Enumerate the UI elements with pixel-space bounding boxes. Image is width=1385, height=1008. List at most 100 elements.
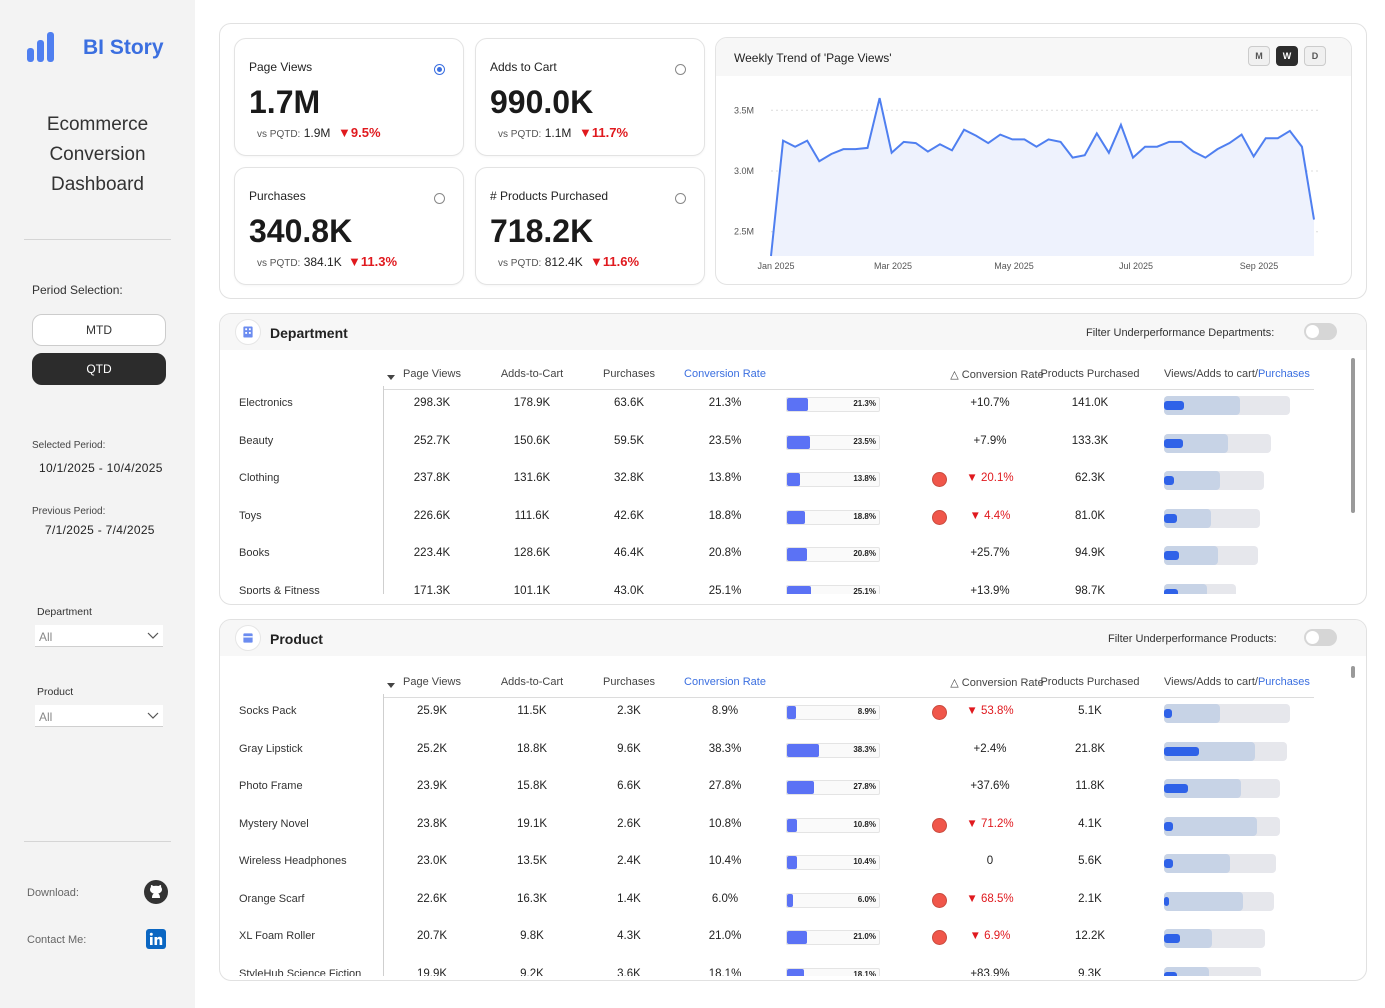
cell-page-views: 20.7K	[416, 930, 448, 942]
github-icon[interactable]	[144, 880, 168, 904]
vertical-scrollbar[interactable]	[1351, 358, 1355, 513]
col-purchases[interactable]: Purchases	[603, 368, 655, 380]
product-rows: Socks Pack 25.9K 11.5K 2.3K 8.9% 8.9% ▼ 53.8% 5…	[220, 694, 1366, 976]
granularity-week-button[interactable]: W	[1276, 46, 1298, 66]
sidebar: BI Story Ecommerce Conversion Dashboard …	[0, 0, 195, 1008]
table-row[interactable]: StyleHub Science Fiction 19.9K 9.2K 3.6K 18.…	[220, 957, 1366, 976]
alert-dot-icon	[932, 472, 947, 487]
col-products-purchased[interactable]: Products Purchased	[1040, 676, 1140, 688]
kpi-card-products-purchased[interactable]: # Products Purchased 718.2K vs PQTD: 812…	[475, 167, 705, 285]
cell-adds-to-cart: 131.6K	[513, 472, 551, 484]
table-row[interactable]: Wireless Headphones 23.0K 13.5K 2.4K 10.4% 10…	[220, 844, 1366, 881]
col-views-adds-label: Views/Adds to cart/	[1164, 676, 1258, 688]
table-row[interactable]: Socks Pack 25.9K 11.5K 2.3K 8.9% 8.9% ▼ 53.8% 5…	[220, 694, 1366, 731]
col-views-adds-purchases[interactable]: Views/Adds to cart/Purchases	[1164, 676, 1310, 688]
conversion-rate-bar: 20.8%	[786, 547, 880, 562]
col-page-views[interactable]: Page Views	[403, 676, 461, 688]
kpi-radio[interactable]	[675, 64, 686, 75]
row-name: Photo Frame	[239, 780, 303, 792]
col-purchases-label: Purchases	[1257, 676, 1310, 688]
sort-desc-icon[interactable]	[387, 683, 395, 688]
table-row[interactable]: Toys 226.6K 111.6K 42.6K 18.8% 18.8% ▼ 4.4% 81.…	[220, 499, 1366, 536]
views-adds-purchases-bar	[1164, 966, 1261, 976]
views-adds-purchases-bar	[1164, 891, 1274, 911]
cell-purchases: 42.6K	[613, 509, 645, 522]
linkedin-icon[interactable]	[146, 929, 166, 949]
col-adds-to-cart[interactable]: Adds-to-Cart	[500, 676, 564, 688]
conversion-rate-bar-label: 38.3%	[853, 744, 876, 754]
sort-desc-icon[interactable]	[387, 375, 395, 380]
col-views-adds-purchases[interactable]: Views/Adds to cart/Purchases	[1164, 368, 1310, 380]
cell-page-views: 25.2K	[416, 742, 448, 755]
divider	[24, 239, 171, 240]
conversion-rate-bar-fill	[787, 548, 808, 561]
kpi-card-page-views[interactable]: Page Views 1.7M vs PQTD: 1.9M ▼9.5%	[234, 38, 464, 156]
col-delta-conversion-rate[interactable]: △ Conversion Rate	[950, 369, 1044, 381]
kpi-card-purchases[interactable]: Purchases 340.8K vs PQTD: 384.1K ▼11.3%	[234, 167, 464, 285]
table-row[interactable]: Orange Scarf 22.6K 16.3K 1.4K 6.0% 6.0% ▼ 68.5…	[220, 882, 1366, 919]
col-delta-conversion-rate[interactable]: △ Conversion Rate	[950, 677, 1044, 689]
table-row[interactable]: Electronics 298.3K 178.9K 63.6K 21.3% 21.3% +1…	[220, 386, 1366, 423]
cell-page-views: 23.9K	[416, 780, 448, 792]
cell-page-views: 226.6K	[413, 509, 451, 522]
kpi-radio[interactable]	[675, 193, 686, 204]
adds-to-cart-bar	[1164, 396, 1240, 415]
department-dropdown-value: All	[39, 630, 53, 644]
qtd-button[interactable]: QTD	[32, 353, 166, 385]
conversion-rate-bar-label: 23.5%	[853, 436, 876, 446]
table-row[interactable]: Beauty 252.7K 150.6K 59.5K 23.5% 23.5% +7.9% 13…	[220, 424, 1366, 461]
col-products-purchased[interactable]: Products Purchased	[1040, 368, 1140, 380]
department-underperformance-toggle[interactable]	[1304, 323, 1337, 340]
conversion-rate-bar-label: 20.8%	[853, 549, 876, 558]
cell-delta-conversion-rate: ▼ 53.8%	[966, 705, 1014, 717]
kpi-comparison: vs PQTD: 1.9M	[257, 126, 330, 140]
kpi-change: ▼11.6%	[590, 254, 640, 269]
cell-conversion-rate: 25.1%	[708, 584, 742, 595]
vertical-scrollbar[interactable]	[1351, 666, 1355, 678]
purchases-bar	[1164, 551, 1179, 560]
granularity-day-button[interactable]: D	[1304, 46, 1326, 66]
download-label: Download:	[27, 887, 79, 899]
granularity-month-button[interactable]: M	[1248, 46, 1270, 66]
col-conversion-rate[interactable]: Conversion Rate	[684, 676, 766, 688]
table-row[interactable]: Clothing 237.8K 131.6K 32.8K 13.8% 13.8% ▼ 20.…	[220, 461, 1366, 498]
product-dropdown[interactable]: All	[35, 705, 163, 727]
cell-conversion-rate: 18.8%	[708, 509, 742, 522]
cell-adds-to-cart: 178.9K	[513, 397, 551, 409]
table-row[interactable]: XL Foam Roller 20.7K 9.8K 4.3K 21.0% 21.0% ▼ 6…	[220, 919, 1366, 956]
col-adds-to-cart[interactable]: Adds-to-Cart	[500, 368, 564, 380]
product-table-header	[220, 620, 1366, 656]
table-row[interactable]: Mystery Novel 23.8K 19.1K 2.6K 10.8% 10.8% ▼ 7…	[220, 807, 1366, 844]
row-header-divider	[383, 386, 384, 594]
kpi-card-adds-to-cart[interactable]: Adds to Cart 990.0K vs PQTD: 1.1M ▼11.7%	[475, 38, 705, 156]
trend-title: Weekly Trend of 'Page Views'	[734, 51, 892, 65]
views-adds-purchases-bar	[1164, 929, 1265, 948]
row-name: Wireless Headphones	[239, 855, 347, 867]
cell-purchases: 2.4K	[617, 855, 641, 867]
conversion-rate-bar-label: 6.0%	[857, 894, 876, 904]
purchases-bar	[1164, 859, 1173, 868]
product-underperformance-toggle[interactable]	[1304, 629, 1337, 646]
kpi-radio[interactable]	[434, 64, 445, 75]
cell-page-views: 237.8K	[413, 472, 451, 484]
row-name: XL Foam Roller	[239, 930, 316, 942]
mtd-button[interactable]: MTD	[32, 314, 166, 346]
previous-period-value: 7/1/2025 - 7/4/2025	[45, 523, 155, 537]
table-row[interactable]: Photo Frame 23.9K 15.8K 6.6K 27.8% 27.8% +37.6…	[220, 769, 1366, 806]
table-row[interactable]: Sports & Fitness 171.3K 101.1K 43.0K 25.1% 25…	[220, 574, 1366, 595]
kpi-radio[interactable]	[434, 193, 445, 204]
department-dropdown[interactable]: All	[35, 625, 163, 647]
conversion-rate-bar: 38.3%	[786, 742, 880, 758]
cell-delta-conversion-rate: ▼ 68.5%	[966, 892, 1014, 905]
cell-page-views: 22.6K	[416, 892, 448, 905]
views-adds-purchases-bar	[1164, 583, 1237, 594]
col-conversion-rate[interactable]: Conversion Rate	[684, 368, 766, 380]
row-name: Orange Scarf	[239, 892, 305, 905]
cell-purchases: 63.6K	[613, 397, 645, 409]
cell-page-views: 298.3K	[413, 397, 451, 409]
col-purchases[interactable]: Purchases	[603, 676, 655, 688]
table-row[interactable]: Gray Lipstick 25.2K 18.8K 9.6K 38.3% 38.3% +2.…	[220, 732, 1366, 769]
col-page-views[interactable]: Page Views	[403, 368, 461, 380]
table-row[interactable]: Books 223.4K 128.6K 46.4K 20.8% 20.8% +25.7% 94…	[220, 536, 1366, 573]
purchases-bar	[1164, 709, 1173, 718]
